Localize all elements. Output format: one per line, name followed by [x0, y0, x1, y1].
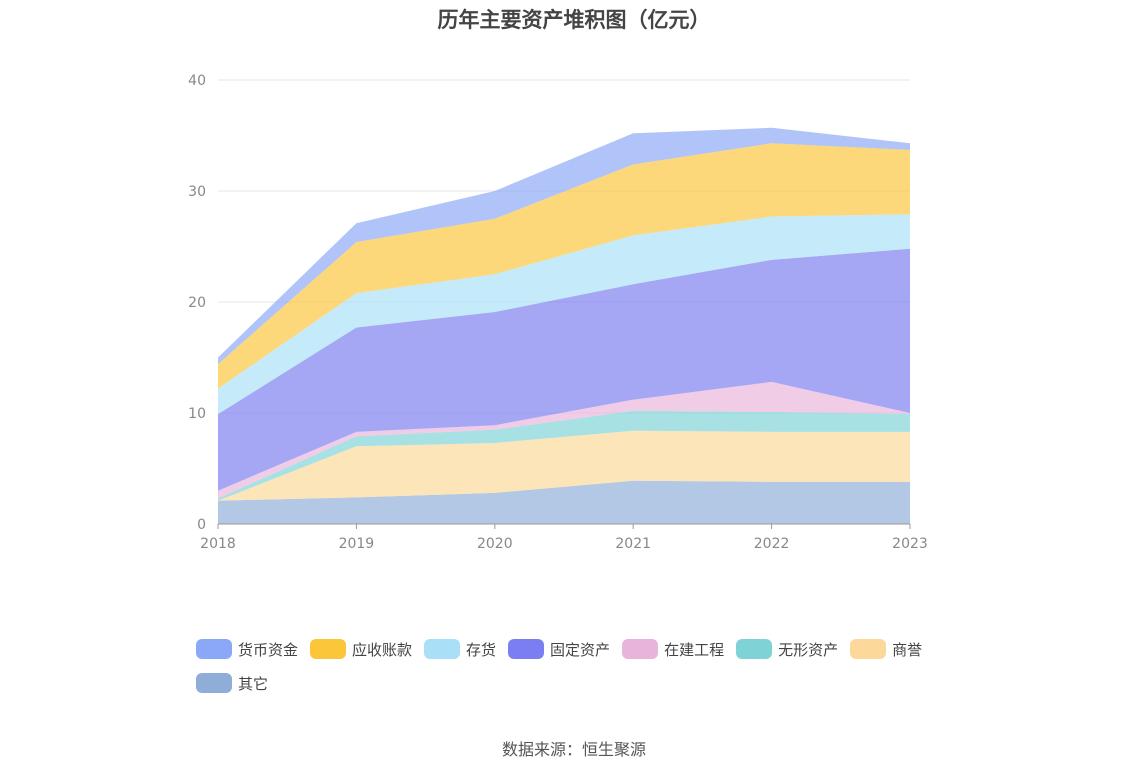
legend-item[interactable]: 货币资金: [196, 638, 298, 660]
legend-swatch: [196, 639, 232, 659]
chart-title: 历年主要资产堆积图（亿元）: [437, 8, 711, 32]
legend-label: 其它: [238, 674, 269, 693]
x-tick-label: 2018: [200, 536, 236, 552]
y-tick-label: 40: [188, 73, 206, 89]
area-series-5[interactable]: [218, 214, 910, 415]
x-tick-label: 2020: [477, 536, 513, 552]
legend-swatch: [850, 639, 887, 659]
area-layer: [218, 127, 910, 524]
legend-label: 在建工程: [664, 640, 725, 659]
legend-label: 无形资产: [778, 640, 839, 659]
y-tick-label: 0: [197, 517, 206, 533]
legend-swatch: [310, 639, 347, 659]
legend-item[interactable]: 在建工程: [622, 638, 724, 660]
legend-label: 商誉: [892, 640, 923, 659]
x-tick-label: 2019: [339, 536, 375, 552]
area-series-1[interactable]: [218, 430, 910, 501]
y-tick-label: 20: [188, 295, 206, 311]
source-note: 数据来源：恒生聚源: [501, 740, 646, 759]
legend-swatch: [736, 639, 773, 659]
legend-item[interactable]: 其它: [196, 672, 268, 694]
legend-item[interactable]: 存货: [424, 638, 496, 660]
x-tick-label: 2022: [754, 536, 790, 552]
x-tick-label: 2023: [892, 536, 928, 552]
legend-label: 货币资金: [238, 640, 299, 659]
x-tick-label: 2021: [615, 536, 651, 552]
axis-layer: 0 10 20 30 40 2018 2019 2020 2021 2022 2023: [188, 73, 928, 552]
legend: 货币资金 应收账款 存货 固定资产 在建工程 无形资产 商誉其它: [196, 638, 976, 706]
area-series-7[interactable]: [218, 127, 910, 365]
legend-swatch: [508, 639, 545, 659]
legend-swatch: [424, 639, 461, 659]
stacked-area-chart: 0 10 20 30 40 2018 2019 2020 2021 2022 2023: [188, 73, 928, 552]
legend-label: 应收账款: [352, 640, 413, 659]
y-tick-label: 30: [188, 184, 206, 200]
legend-label: 固定资产: [550, 640, 611, 659]
area-series-3[interactable]: [218, 381, 910, 499]
legend-label: 存货: [466, 640, 497, 659]
legend-swatch: [196, 673, 232, 693]
area-series-6[interactable]: [218, 143, 910, 389]
y-tick-label: 10: [188, 406, 206, 422]
legend-item[interactable]: 商誉: [850, 638, 922, 660]
legend-swatch: [622, 639, 659, 659]
legend-item[interactable]: 应收账款: [310, 638, 412, 660]
legend-item[interactable]: 无形资产: [736, 638, 838, 660]
legend-item[interactable]: 固定资产: [508, 638, 610, 660]
area-series-4[interactable]: [218, 248, 910, 491]
area-series-0[interactable]: [218, 480, 910, 524]
area-series-2[interactable]: [218, 410, 910, 501]
